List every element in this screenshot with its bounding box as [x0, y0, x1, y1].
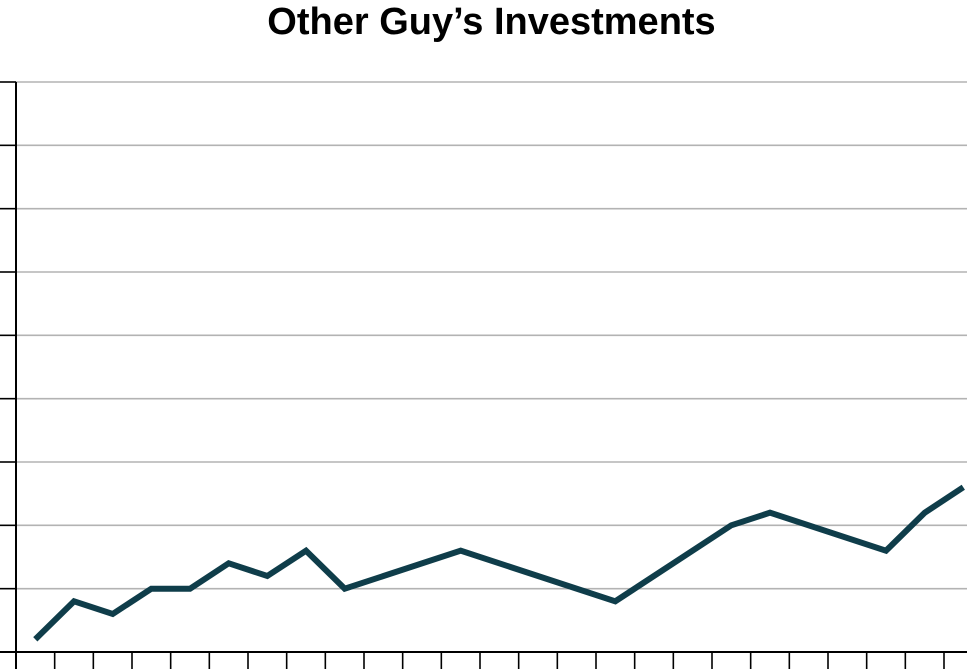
series-line	[33, 484, 965, 642]
series-layer	[33, 484, 965, 642]
chart-title: Other Guy’s Investments	[267, 1, 716, 43]
axis-ticks	[0, 81, 945, 669]
grid-lines	[16, 81, 967, 590]
axes	[0, 82, 967, 669]
